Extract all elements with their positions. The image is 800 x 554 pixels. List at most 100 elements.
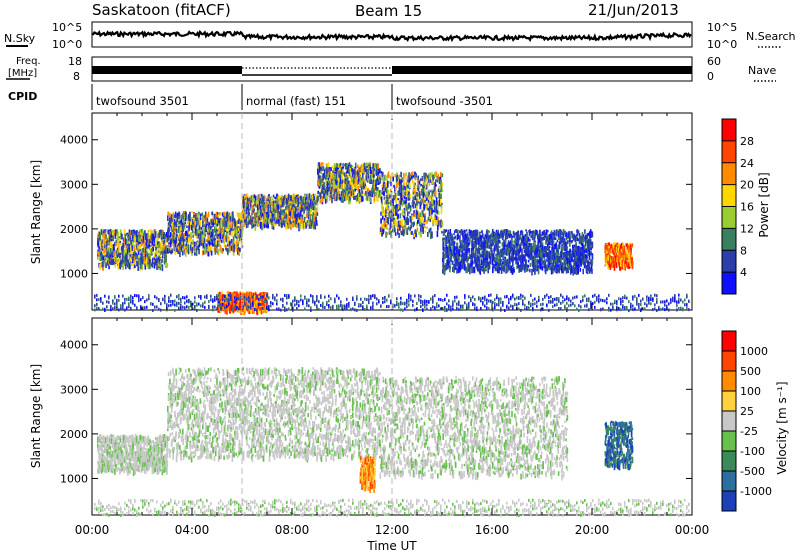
velocity-colorbar-tick-label-1: 1000 [740, 345, 768, 358]
power-ylabel: Slant Range [km] [29, 160, 43, 264]
beam-title: Beam 15 [355, 2, 422, 20]
x-tick-label-7: 00:00 [675, 523, 710, 537]
x-tick-label-1: 00:00 [75, 523, 110, 537]
x-tick-label-6: 20:00 [575, 523, 610, 537]
freq-tick-high: 18 [68, 55, 82, 68]
velocity-colorbar-swatch-9 [722, 331, 736, 351]
velocity-colorbar-tick-label-3: 100 [740, 385, 761, 398]
freq-panel [91, 56, 693, 82]
velocity-region-1 [97, 433, 169, 476]
freq-tick-low: 8 [73, 70, 80, 83]
x-tick-label-3: 08:00 [275, 523, 310, 537]
velocity-colorbar-tick-label-5: -25 [740, 425, 758, 438]
power-ytick-label-3: 3000 [60, 178, 88, 191]
power-ytick-label-1: 1000 [60, 267, 88, 280]
power-colorbar-swatch-1 [722, 272, 736, 294]
cpid-segment-label-1: twofsound 3501 [96, 94, 189, 108]
nsky-tick-low: 10^0 [52, 38, 82, 51]
nsky-label: N.Sky [4, 32, 36, 45]
power-colorbar-label: Power [dB] [757, 172, 771, 237]
freq-band-1 [92, 66, 242, 74]
power-colorbar-tick-label-2: 24 [740, 157, 754, 170]
velocity-colorbar-tick-label-7: -500 [740, 465, 765, 478]
velocity-colorbar-swatch-5 [722, 411, 736, 431]
nave-tick-high: 60 [707, 55, 721, 68]
cpid-segment-label-3: twofsound -3501 [396, 94, 493, 108]
nsky-tick-high: 10^5 [52, 21, 82, 34]
velocity-colorbar-tick-label-6: -100 [740, 445, 765, 458]
power-panel: 1000 2000 3000 4000 Slant Range [km] [29, 112, 693, 316]
power-region-6 [442, 228, 594, 276]
date-title: 21/Jun/2013 [588, 1, 679, 19]
x-tick-label-4: 12:00 [375, 523, 410, 537]
power-region-1 [97, 228, 169, 272]
nsearch-tick-low: 10^0 [707, 38, 737, 51]
velocity-near-range-band [94, 498, 690, 518]
cpid-row: twofsound 3501 normal (fast) 151 twofsound… [91, 84, 493, 110]
nsky-panel [91, 21, 693, 48]
velocity-region-3 [379, 376, 569, 481]
velocity-colorbar-frame [721, 330, 737, 512]
velocity-ytick-label-4: 4000 [60, 339, 88, 352]
cpid-segment-label-2: normal (fast) 151 [246, 94, 346, 108]
velocity-colorbar-label: Velocity [m s⁻¹] [775, 381, 789, 474]
nsearch-tick-high: 10^5 [707, 21, 737, 34]
velocity-colorbar-tick-label-4: 25 [740, 405, 754, 418]
power-colorbar-swatch-8 [722, 119, 736, 141]
velocity-colorbar-swatch-7 [722, 371, 736, 391]
power-colorbar-swatch-4 [722, 206, 736, 229]
velocity-axes: 1000 2000 3000 4000 [60, 318, 693, 515]
power-colorbar-tick-label-7: 4 [740, 266, 747, 279]
power-colorbar-swatch-5 [722, 184, 736, 207]
freq-band-3 [392, 66, 692, 74]
velocity-colorbar: 1000 500 100 25 -25 -100 -500 -1000 [721, 330, 772, 512]
nave-label: Nave [748, 64, 776, 77]
velocity-panel: 1000 2000 3000 4000 Slant Range [km] [29, 317, 693, 518]
velocity-data-layer [94, 367, 690, 518]
power-region-7 [604, 242, 634, 271]
power-data-layer [94, 162, 690, 316]
power-axes: 1000 2000 3000 4000 [60, 113, 693, 310]
power-colorbar-swatch-3 [722, 228, 736, 251]
power-region-5 [379, 171, 444, 240]
power-colorbar-tick-label-3: 20 [740, 179, 754, 192]
power-colorbar-tick-label-1: 28 [740, 135, 754, 148]
power-region-3 [242, 193, 319, 232]
power-region-2 [167, 211, 244, 258]
power-colorbar-swatch-6 [722, 162, 736, 185]
power-colorbar-swatch-7 [722, 140, 736, 163]
freq-unit-label: [MHz] [8, 68, 37, 79]
freq-label: Freq. [16, 56, 41, 67]
velocity-region-4 [359, 456, 376, 493]
velocity-colorbar-swatch-3 [722, 451, 736, 471]
nsearch-label: N.Search [746, 30, 796, 43]
velocity-colorbar-swatch-4 [722, 431, 736, 451]
nsky-trace [91, 29, 692, 43]
power-colorbar-tick-label-4: 16 [740, 201, 754, 214]
power-ytick-label-4: 4000 [60, 134, 88, 147]
velocity-ytick-label-3: 3000 [60, 383, 88, 396]
velocity-colorbar-swatch-2 [722, 471, 736, 491]
velocity-ytick-label-1: 1000 [60, 472, 88, 485]
nave-tick-low: 0 [707, 70, 714, 83]
x-axis-labels: 00:00 04:00 08:00 12:00 16:00 20:00 00:00 [75, 523, 710, 537]
velocity-colorbar-tick-label-2: 500 [740, 365, 761, 378]
power-region-4 [317, 162, 381, 205]
station-title: Saskatoon (fitACF) [92, 1, 231, 19]
x-tick-label-2: 04:00 [175, 523, 210, 537]
power-colorbar-swatch-2 [722, 250, 736, 273]
velocity-colorbar-swatch-6 [722, 391, 736, 411]
velocity-colorbar-swatch-1 [722, 491, 736, 511]
power-ytick-label-2: 2000 [60, 223, 88, 236]
velocity-region-2 [167, 367, 381, 463]
velocity-region-5 [604, 420, 634, 471]
x-axis-title: Time UT [366, 539, 417, 553]
velocity-ytick-label-2: 2000 [60, 428, 88, 441]
velocity-colorbar-swatch-8 [722, 351, 736, 371]
x-tick-label-5: 16:00 [475, 523, 510, 537]
cpid-label: CPID [8, 90, 37, 103]
power-colorbar: 28 24 20 16 12 8 4 [721, 118, 754, 295]
power-colorbar-tick-label-5: 12 [740, 222, 754, 235]
velocity-ylabel: Slant Range [km] [29, 364, 43, 468]
